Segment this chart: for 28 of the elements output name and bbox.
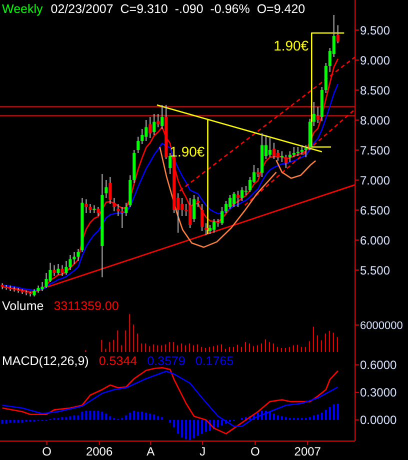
annotation: 0.5344	[98, 354, 138, 368]
x-tick-label: O	[42, 444, 52, 459]
annotation: 0.1765	[195, 354, 234, 368]
x-tick-label: O	[250, 444, 260, 459]
y-tick-label: 9.500	[360, 23, 390, 38]
x-tick-label: 2006	[86, 444, 113, 459]
annotation: 0.3579	[147, 354, 186, 368]
y-tick-label: 6.000	[360, 233, 390, 248]
chart-subtitle: 02/23/2007 C=9.310 -.090 -0.96% O=9.420	[50, 2, 306, 16]
y-tick-label: 5.500	[360, 263, 390, 278]
y-tick-label: 9.000	[360, 53, 390, 68]
y-tick-label: 6.500	[360, 203, 390, 218]
y-tick-label: 8.000	[360, 113, 390, 128]
x-tick-label: J	[200, 444, 206, 459]
chart-title: Volume	[2, 299, 44, 313]
y-tick-label: 0.0000	[360, 413, 398, 428]
y-tick-label: 6000000	[360, 320, 403, 332]
chart-title: MACD(12,26,9)	[2, 354, 89, 368]
y-tick-label: 8.500	[360, 83, 390, 98]
y-tick-label: 0.6000	[360, 358, 398, 372]
x-tick-label: A	[146, 444, 155, 459]
y-tick-label: 7.500	[360, 143, 390, 158]
annotation: 1.90€	[274, 38, 309, 54]
y-tick-label: 0.3000	[360, 386, 398, 400]
chart-title: Weekly	[2, 2, 43, 16]
x-tick-label: 2007	[294, 444, 322, 459]
y-tick-label: 7.000	[360, 173, 390, 188]
annotation: 3311359.00	[54, 299, 119, 313]
